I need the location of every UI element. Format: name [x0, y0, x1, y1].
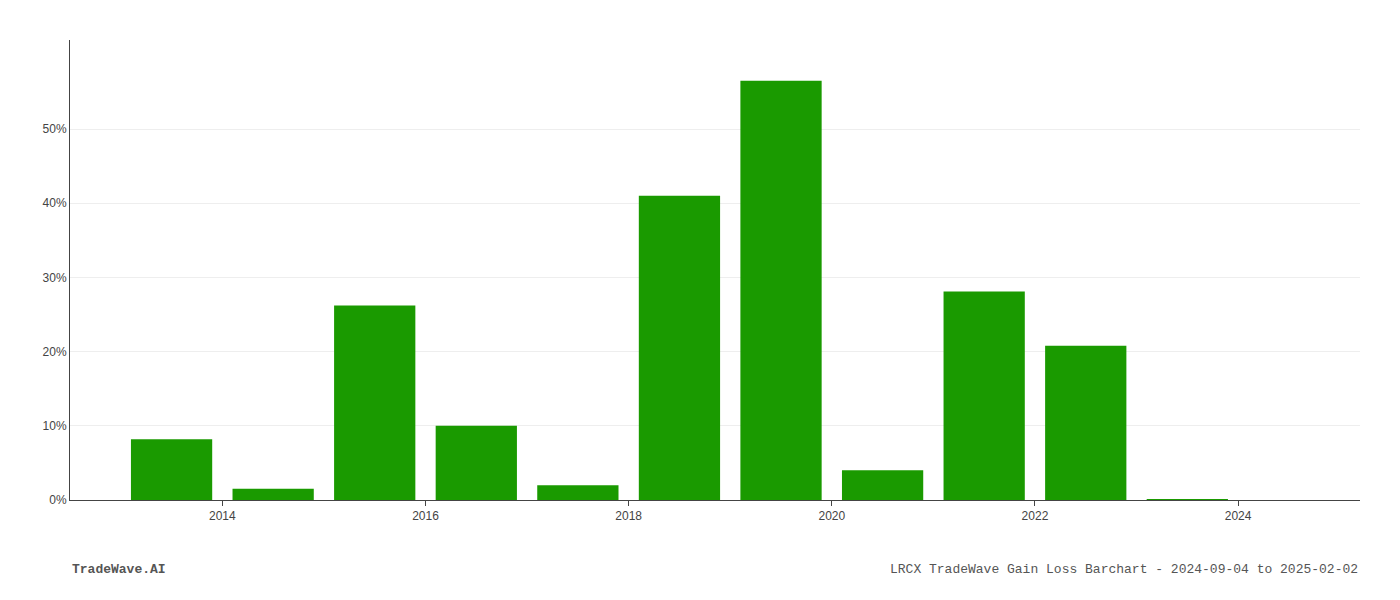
svg-text:2020: 2020 — [818, 509, 845, 523]
svg-text:2022: 2022 — [1022, 509, 1049, 523]
svg-text:0%: 0% — [49, 493, 67, 507]
svg-text:10%: 10% — [43, 419, 67, 433]
svg-text:20%: 20% — [43, 345, 67, 359]
svg-text:2016: 2016 — [412, 509, 439, 523]
svg-text:2024: 2024 — [1225, 509, 1252, 523]
svg-text:30%: 30% — [43, 271, 67, 285]
svg-text:2014: 2014 — [209, 509, 236, 523]
svg-text:40%: 40% — [43, 196, 67, 210]
svg-text:50%: 50% — [43, 122, 67, 136]
svg-text:LRCX TradeWave Gain Loss Barch: LRCX TradeWave Gain Loss Barchart - 2024… — [890, 562, 1358, 577]
svg-text:2018: 2018 — [615, 509, 642, 523]
svg-text:TradeWave.AI: TradeWave.AI — [72, 562, 166, 577]
